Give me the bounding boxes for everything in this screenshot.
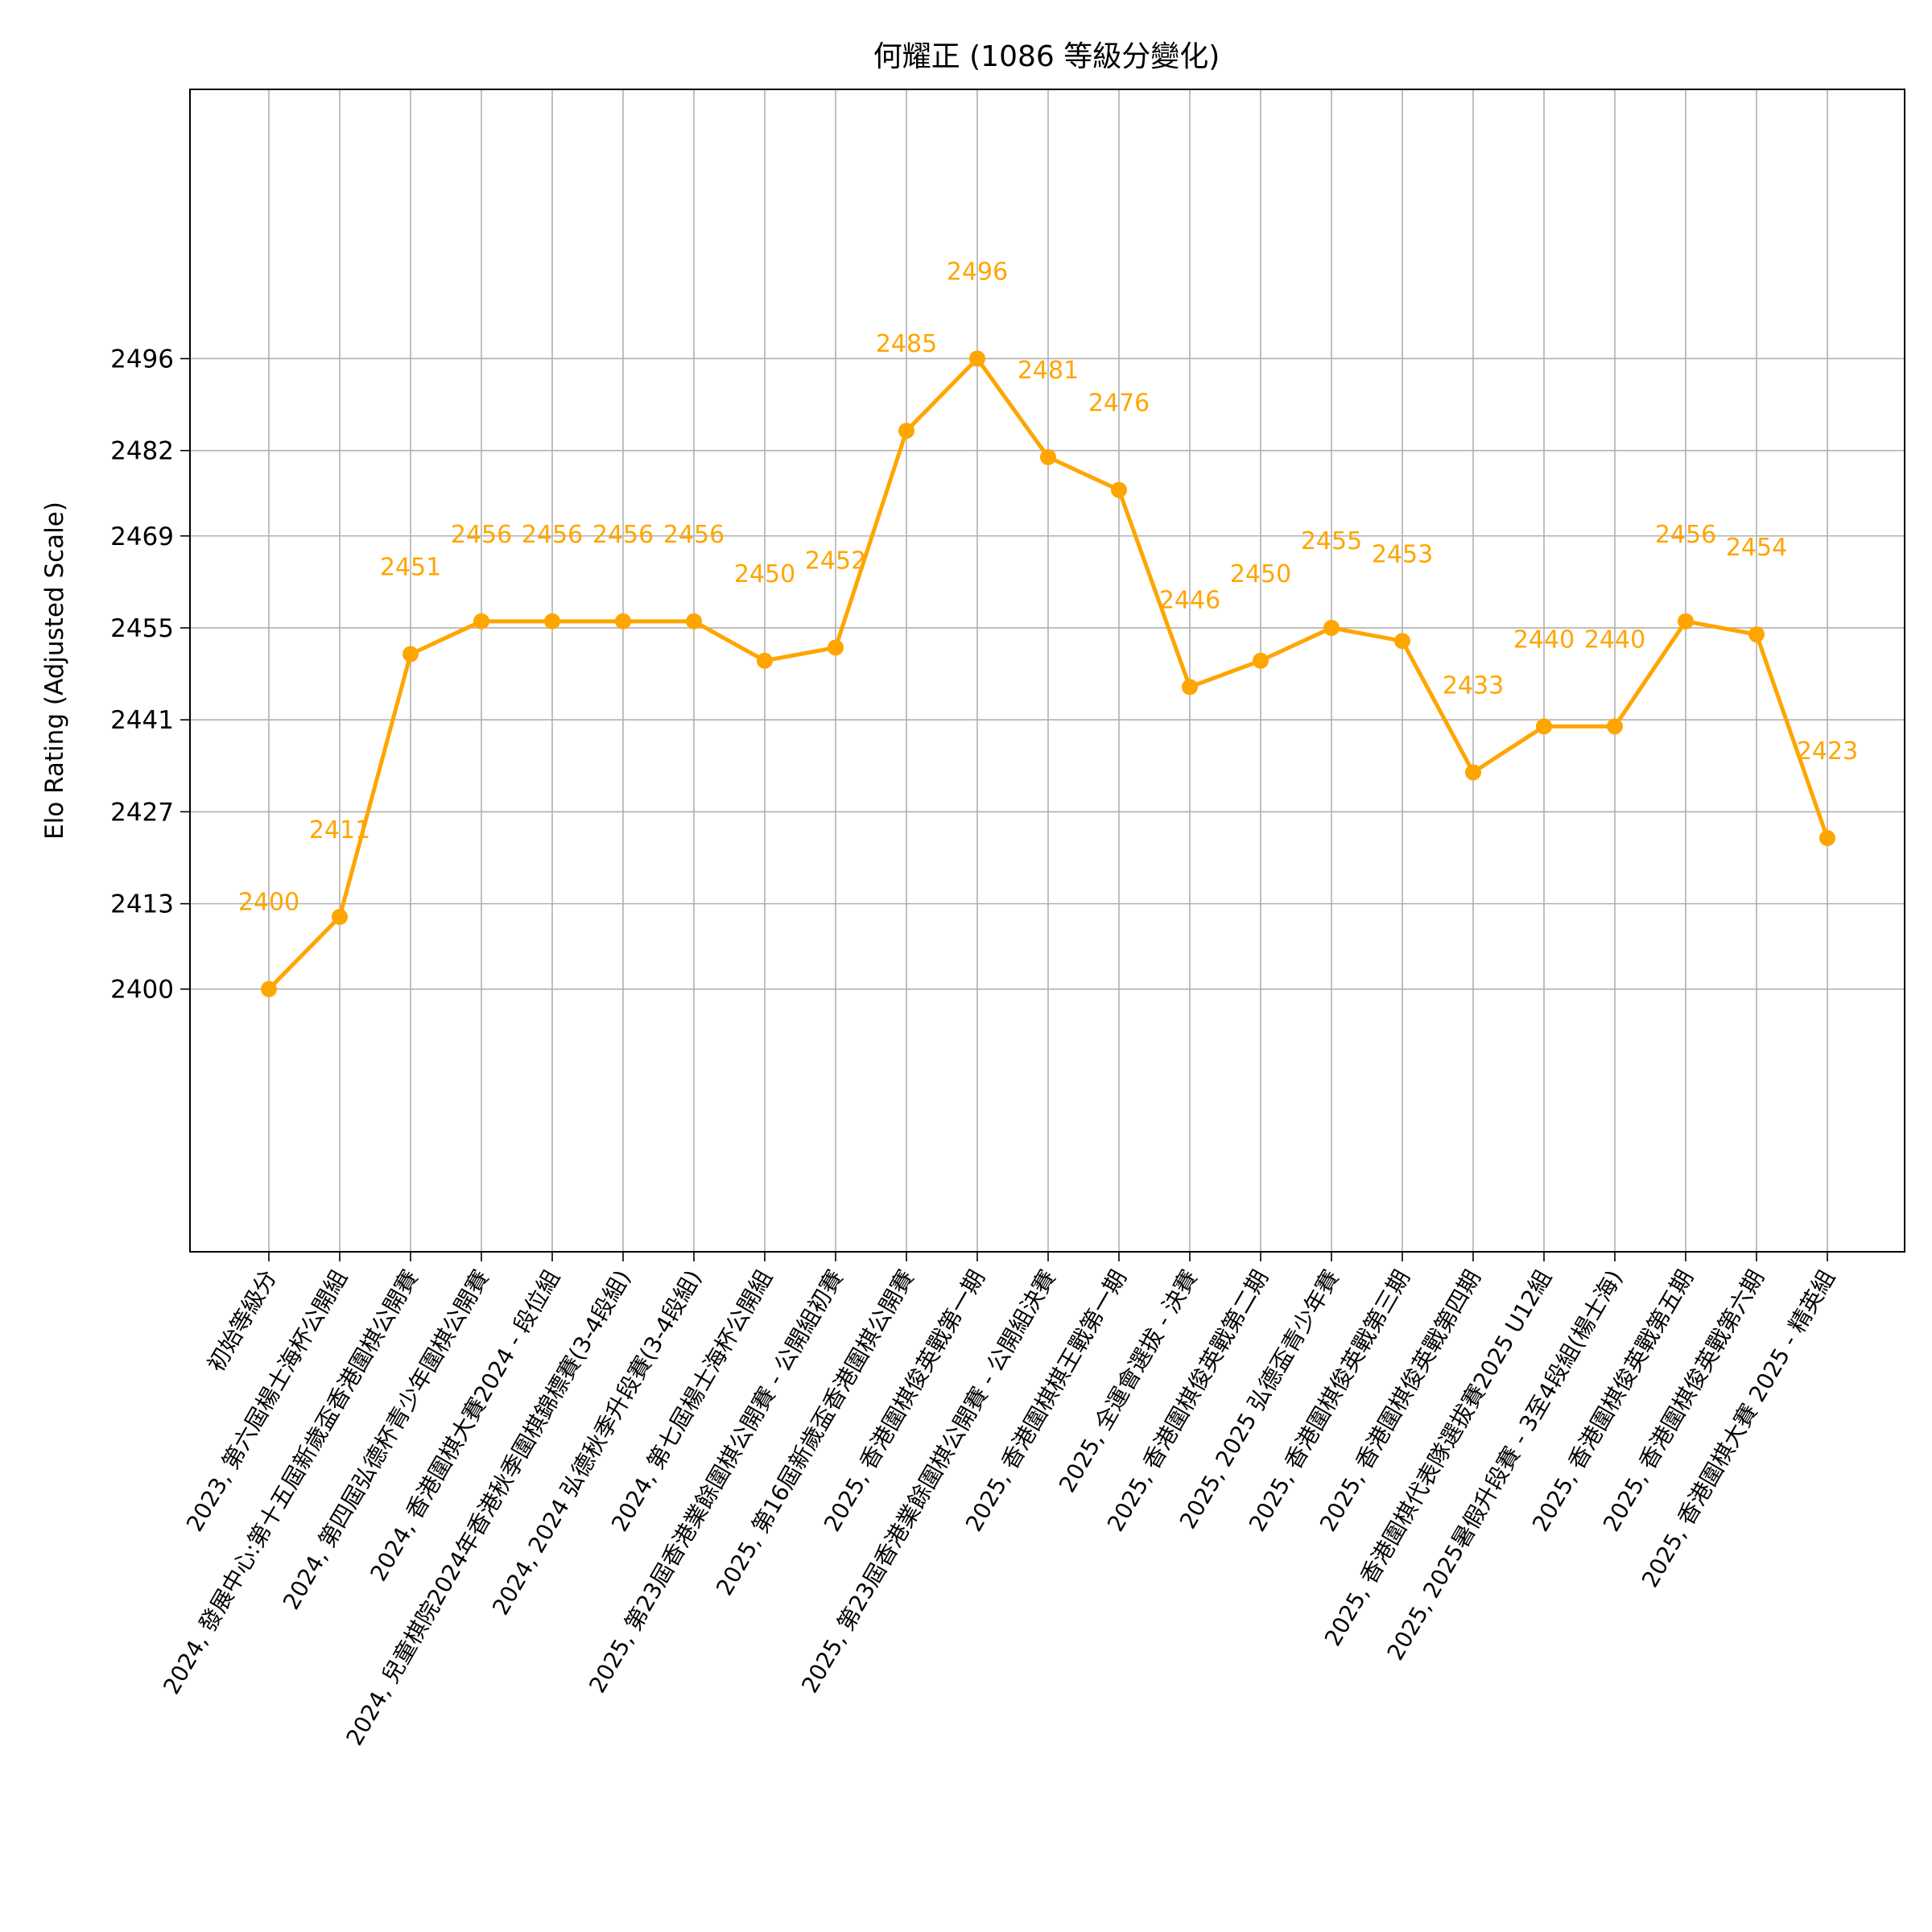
- data-label: 2450: [1230, 560, 1291, 588]
- data-label: 2456: [522, 521, 583, 549]
- chart-title: 何耀正 (1086 等級分變化): [873, 40, 1220, 73]
- data-point: [828, 639, 844, 656]
- x-tick-label: 初始等級分: [202, 1265, 282, 1377]
- y-tick-label: 2413: [110, 890, 174, 919]
- y-tick-label: 2455: [110, 614, 174, 643]
- data-label: 2446: [1159, 586, 1220, 614]
- data-label: 2451: [380, 554, 441, 582]
- y-tick-label: 2469: [110, 522, 174, 551]
- y-tick-label: 2427: [110, 798, 174, 827]
- y-axis-label: Elo Rating (Adjusted Scale): [40, 502, 69, 840]
- data-label: 2433: [1443, 671, 1504, 700]
- data-label: 2452: [805, 547, 866, 575]
- data-point: [1607, 718, 1623, 735]
- data-point: [1253, 652, 1269, 669]
- data-point: [1748, 626, 1765, 643]
- data-label: 2400: [238, 889, 299, 917]
- data-label: 2423: [1797, 737, 1858, 766]
- data-point: [261, 980, 277, 997]
- data-label: 2450: [734, 560, 795, 588]
- data-label: 2456: [451, 521, 512, 549]
- y-axis-ticks: 2400 2413 2427 2441 2455 2469 2482 2496: [110, 345, 190, 1005]
- data-point: [1040, 448, 1056, 465]
- y-tick-label: 2441: [110, 706, 174, 735]
- data-point: [898, 423, 914, 440]
- data-label: 2411: [309, 816, 370, 844]
- data-point: [473, 613, 489, 630]
- x-tick-label: 2025, 第23屆香港業餘圍棋公開賽 - 公開組決賽: [796, 1265, 1061, 1698]
- data-label: 2454: [1726, 534, 1787, 562]
- data-label: 2481: [1018, 357, 1079, 385]
- data-point: [1111, 481, 1127, 498]
- data-point: [332, 908, 348, 925]
- plot-area-frame: [189, 89, 1905, 1253]
- data-point: [544, 613, 560, 630]
- data-point: [757, 652, 773, 669]
- x-tick-label: 2025, 第23屆香港業餘圍棋公開賽 - 公開組初賽: [584, 1265, 848, 1698]
- data-label: 2456: [1655, 521, 1716, 549]
- data-label: 2453: [1372, 540, 1433, 568]
- data-point: [1465, 764, 1481, 781]
- series-elo: [261, 350, 1835, 997]
- grid-lines: [190, 89, 1905, 1252]
- data-label: 2456: [592, 521, 654, 549]
- data-point: [615, 613, 631, 630]
- x-tick-label: 2025, 全運會選拔 - 決賽: [1054, 1265, 1203, 1497]
- data-label: 2476: [1088, 390, 1150, 418]
- data-point: [1536, 718, 1552, 735]
- data-point: [1819, 830, 1835, 847]
- data-label: 2455: [1301, 527, 1362, 555]
- data-label: 2485: [876, 330, 937, 358]
- y-tick-label: 2496: [110, 345, 174, 374]
- y-tick-label: 2400: [110, 976, 174, 1005]
- data-label: 2496: [947, 258, 1008, 286]
- data-point: [1678, 613, 1694, 630]
- data-label: 2440: [1513, 625, 1575, 654]
- data-point: [1182, 679, 1198, 696]
- y-tick-label: 2482: [110, 437, 174, 466]
- data-label: 2440: [1584, 625, 1645, 654]
- data-labels: 2400 2411 2451 2456 2456 2456 2456 2450 2452 2485…: [238, 258, 1858, 916]
- data-point: [1323, 619, 1340, 636]
- data-point: [1394, 633, 1410, 650]
- data-label: 2456: [663, 521, 724, 549]
- data-point: [969, 350, 985, 367]
- data-point: [686, 613, 702, 630]
- data-point: [402, 646, 419, 663]
- x-tick-label: 2024, 發展中心:第十五屆新歲盃香港圍棋公開賽: [158, 1265, 423, 1699]
